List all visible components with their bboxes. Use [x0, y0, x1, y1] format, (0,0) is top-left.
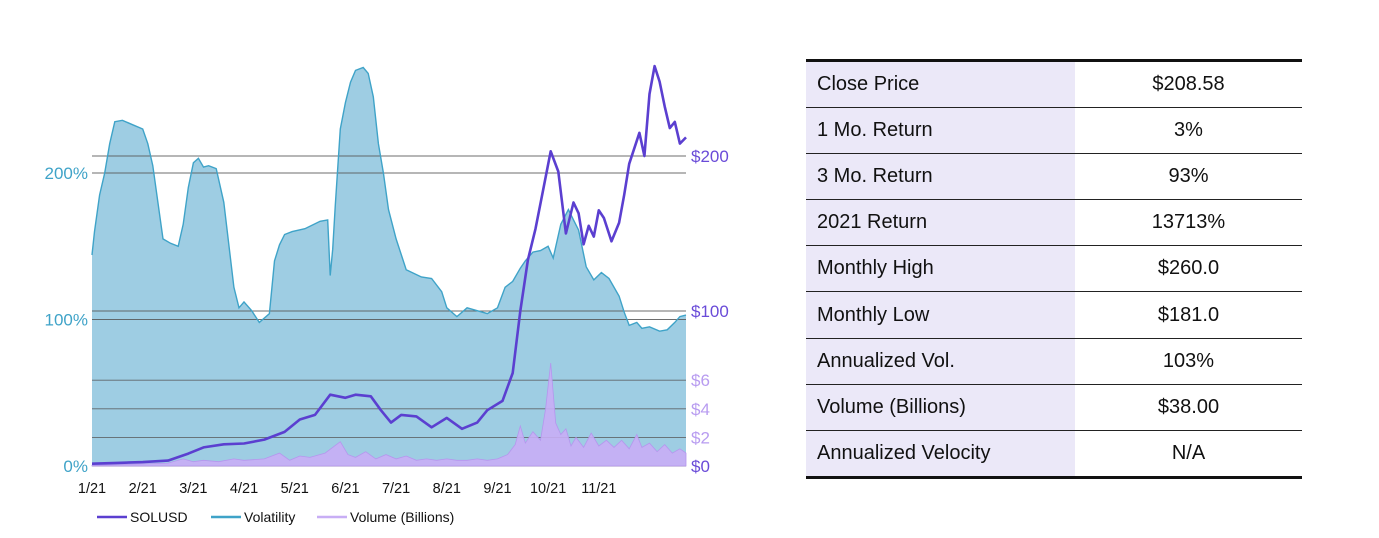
- stats-label: Volume (Billions): [806, 384, 1075, 431]
- stats-row: Annualized Velocity N/A: [806, 430, 1302, 479]
- x-tick-label: 10/21: [530, 481, 566, 497]
- stats-table: Close Price $208.58 1 Mo. Return 3% 3 Mo. Re…: [806, 58, 1302, 479]
- x-tick-label: 4/21: [230, 481, 258, 497]
- volatility-line: [91, 66, 687, 332]
- legend-label: Volume (Billions): [350, 509, 454, 525]
- y-left-tick-label: 100%: [45, 311, 88, 330]
- x-tick-label: 6/21: [331, 481, 359, 497]
- stats-row: 1 Mo. Return 3%: [806, 107, 1302, 155]
- stats-row: 3 Mo. Return 93%: [806, 153, 1302, 201]
- x-tick-label: 3/21: [179, 481, 207, 497]
- stats-label: Monthly Low: [806, 291, 1075, 339]
- volume-area: [91, 362, 687, 467]
- stats-row: Close Price $208.58: [806, 58, 1302, 109]
- legend-label: SOLUSD: [130, 509, 188, 525]
- x-tick-label: 8/21: [433, 481, 461, 497]
- stats-label: 1 Mo. Return: [806, 107, 1075, 155]
- x-tick-label: 7/21: [382, 481, 410, 497]
- solusd-price-line: [91, 64, 687, 465]
- stats-value: $38.00: [1075, 384, 1302, 431]
- stats-label: Annualized Vol.: [806, 338, 1075, 385]
- y-right-volume-tick-label: $6: [691, 371, 710, 390]
- stats-row: Monthly Low $181.0: [806, 291, 1302, 339]
- stats-row: Volume (Billions) $38.00: [806, 384, 1302, 431]
- stats-value: 93%: [1075, 153, 1302, 201]
- y-left-tick-label: 0%: [63, 457, 88, 476]
- stats-label: 3 Mo. Return: [806, 153, 1075, 201]
- stats-value: N/A: [1075, 430, 1302, 479]
- y-right-volume-tick-label: $2: [691, 428, 710, 447]
- y-left-tick-label: 200%: [45, 164, 88, 183]
- stats-value: 13713%: [1075, 199, 1302, 247]
- stats-value: 3%: [1075, 107, 1302, 155]
- stats-row: Monthly High $260.0: [806, 245, 1302, 293]
- stats-label: Monthly High: [806, 245, 1075, 293]
- x-tick-label: 5/21: [281, 481, 309, 497]
- volatility-area: [92, 67, 686, 466]
- x-tick-label: 9/21: [483, 481, 511, 497]
- stats-value: $208.58: [1075, 58, 1302, 109]
- stats-label: 2021 Return: [806, 199, 1075, 247]
- y-right-price-tick-label: $100: [691, 302, 729, 321]
- stats-label: Close Price: [806, 58, 1075, 109]
- x-tick-label: 1/21: [78, 481, 106, 497]
- stats-label: Annualized Velocity: [806, 430, 1075, 479]
- legend-label: Volatility: [244, 509, 295, 525]
- y-right-volume-tick-label: $0: [691, 457, 710, 476]
- chart: 0% 100% 200% $100 $200 $0 $2 $4 $6 1/21 2/21 3/21 4/…: [45, 64, 729, 525]
- stats-value: 103%: [1075, 338, 1302, 385]
- stats-value: $260.0: [1075, 245, 1302, 293]
- stats-row: Annualized Vol. 103%: [806, 338, 1302, 385]
- y-right-price-tick-label: $200: [691, 147, 729, 166]
- y-right-volume-tick-label: $4: [691, 400, 710, 419]
- x-tick-label: 2/21: [129, 481, 157, 497]
- x-tick-label: 11/21: [581, 481, 616, 497]
- stats-value: $181.0: [1075, 291, 1302, 339]
- stats-row: 2021 Return 13713%: [806, 199, 1302, 247]
